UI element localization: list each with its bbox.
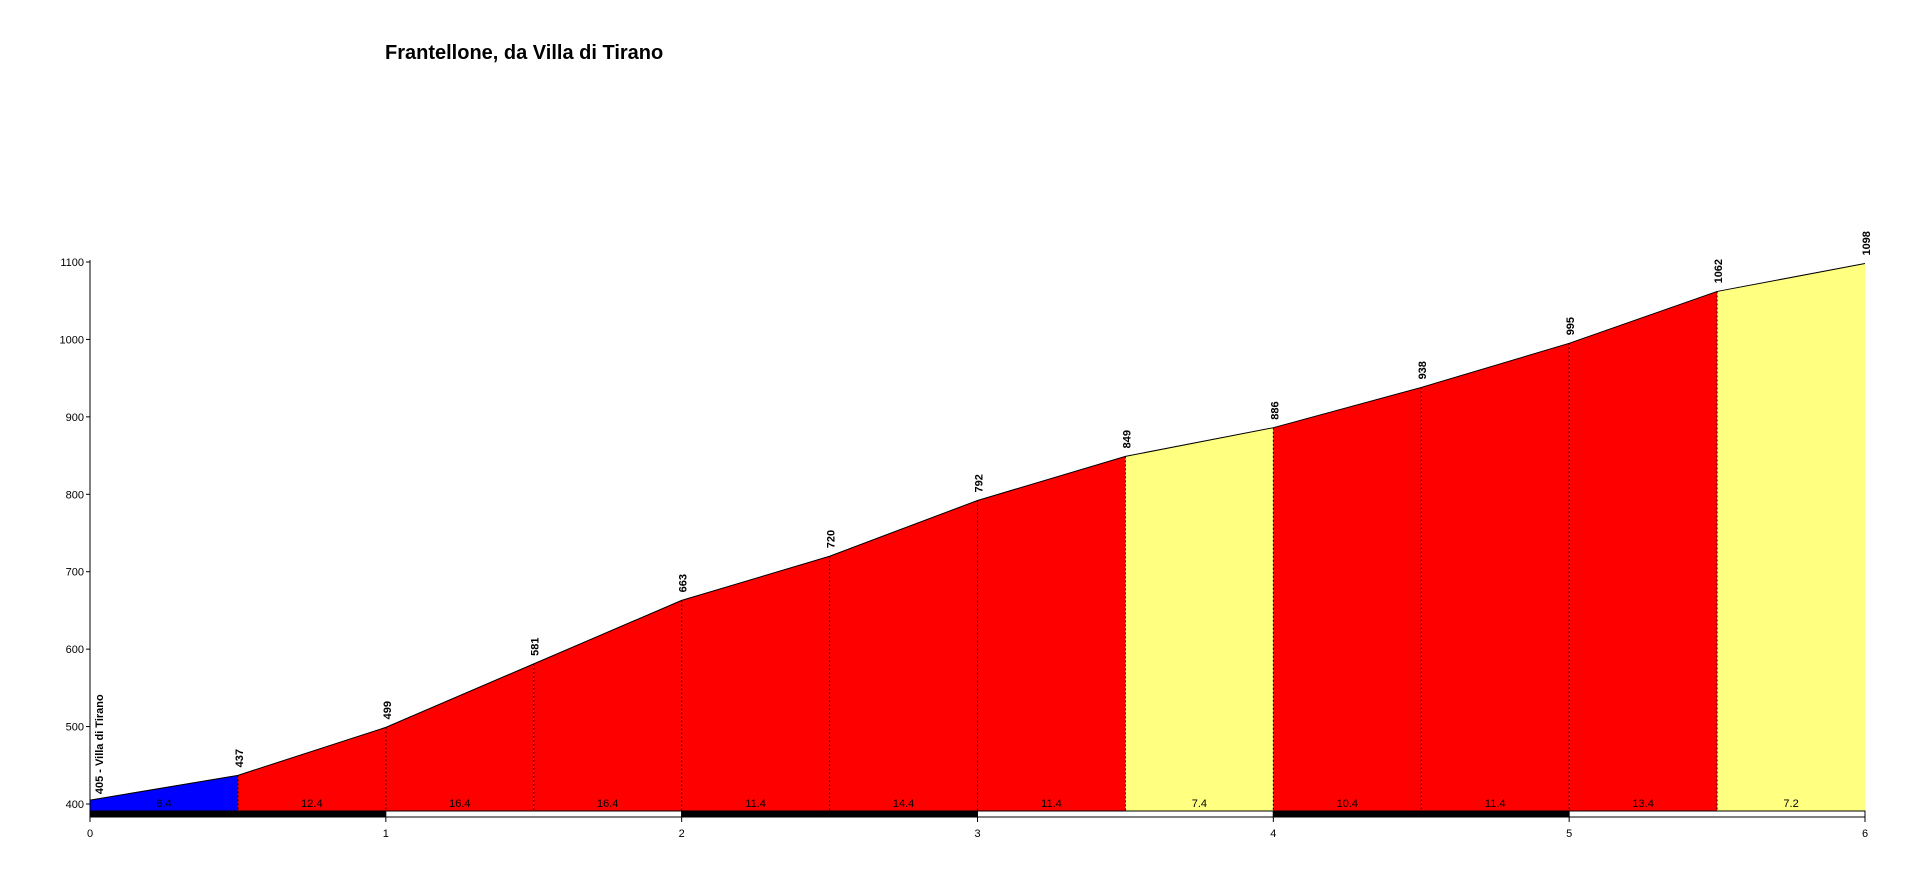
elevation-label-7: 849 <box>1121 430 1133 448</box>
km-bar-2 <box>681 810 979 818</box>
y-tick-label-0: 400 <box>66 799 84 811</box>
x-tick-label-2: 2 <box>679 828 685 840</box>
x-tick-label-6: 6 <box>1862 828 1868 840</box>
x-tick-label-3: 3 <box>974 828 980 840</box>
y-tick-label-7: 1100 <box>60 257 84 269</box>
gradient-label-4: 11.4 <box>745 798 766 810</box>
gradient-label-3: 16.4 <box>597 798 618 810</box>
y-tick-label-2: 600 <box>66 644 84 656</box>
segment-2 <box>385 663 534 811</box>
segment-6 <box>977 456 1126 811</box>
elevation-label-12: 1098 <box>1861 231 1873 255</box>
elevation-label-4: 663 <box>678 574 690 592</box>
axes: 400 500 600 700 800 900 1000 1100 0 1 2 3 4 5 6 <box>60 257 1869 840</box>
labels: 6.4 12.4 16.4 16.4 11.4 14.4 11.4 7.4 10.4 11.4 13… <box>94 231 1873 810</box>
gradient-label-9: 11.4 <box>1485 798 1506 810</box>
km-bar <box>89 810 1866 818</box>
segment-10 <box>1569 291 1718 811</box>
segment-7 <box>1125 427 1274 811</box>
elevation-label-3: 581 <box>530 637 542 655</box>
y-tick-label-1: 500 <box>66 722 84 734</box>
gradient-label-10: 13.4 <box>1632 798 1653 810</box>
elevation-label-2: 499 <box>382 701 394 719</box>
km-bar-0 <box>89 810 387 818</box>
elevation-label-5: 720 <box>826 530 838 548</box>
segment-11 <box>1717 263 1865 811</box>
km-bar-1 <box>385 810 683 818</box>
profile-outline <box>89 263 1866 801</box>
gradient-label-6: 11.4 <box>1041 798 1062 810</box>
y-tick-label-6: 1000 <box>60 334 84 346</box>
km-bar-5 <box>1568 810 1866 818</box>
elevation-label-10: 995 <box>1565 317 1577 335</box>
gradient-label-7: 7.4 <box>1192 798 1207 810</box>
elevation-label-1: 437 <box>234 749 246 767</box>
segment-9 <box>1421 343 1570 811</box>
chart-title: Frantellone, da Villa di Tirano <box>385 42 664 64</box>
elevation-label-6: 792 <box>974 474 986 492</box>
segment-1 <box>237 727 386 811</box>
km-bar-4 <box>1272 810 1570 818</box>
gradient-label-2: 16.4 <box>449 798 470 810</box>
x-tick-label-5: 5 <box>1566 828 1572 840</box>
gradient-segments <box>90 263 1865 811</box>
start-label: 405 - Villa di Tirano <box>94 694 106 794</box>
segment-5 <box>829 500 978 811</box>
segment-8 <box>1273 387 1422 811</box>
x-tick-label-1: 1 <box>383 828 389 840</box>
elevation-label-9: 938 <box>1417 361 1429 379</box>
x-tick-label-4: 4 <box>1270 828 1276 840</box>
gradient-label-5: 14.4 <box>893 798 914 810</box>
segment-4 <box>681 556 830 811</box>
segment-dividers <box>237 291 1718 811</box>
gradient-label-1: 12.4 <box>301 798 322 810</box>
km-bar-3 <box>977 810 1274 818</box>
y-tick-label-5: 900 <box>66 412 84 424</box>
x-tick-label-0: 0 <box>87 828 93 840</box>
segment-3 <box>533 600 682 811</box>
segment-0 <box>90 775 238 811</box>
gradient-label-0: 6.4 <box>156 798 171 810</box>
gradient-label-8: 10.4 <box>1337 798 1358 810</box>
y-tick-label-3: 700 <box>66 567 84 579</box>
gradient-label-11: 7.2 <box>1783 798 1798 810</box>
y-tick-label-4: 800 <box>66 489 84 501</box>
elevation-label-11: 1062 <box>1713 259 1725 283</box>
elevation-label-8: 886 <box>1269 401 1281 419</box>
